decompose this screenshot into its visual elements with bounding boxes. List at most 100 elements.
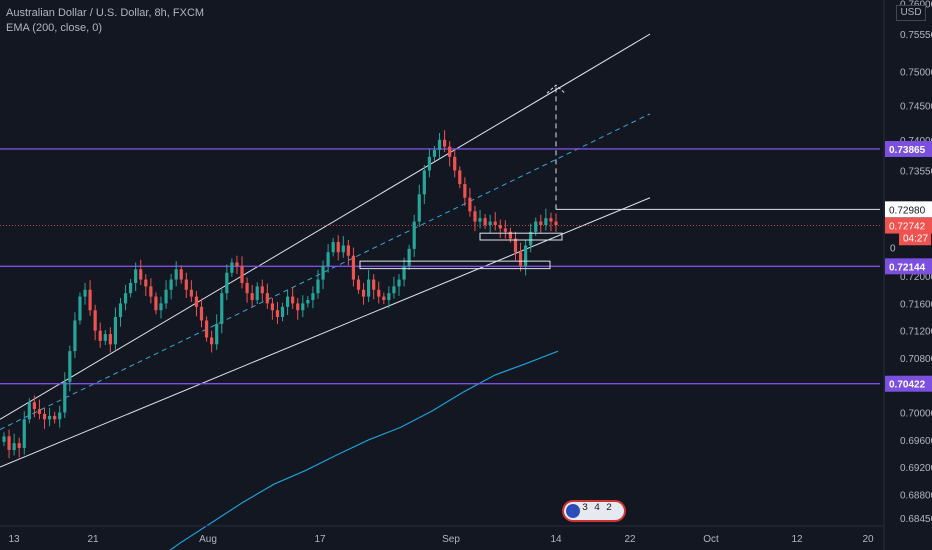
candle: [412, 214, 416, 258]
candle: [47, 407, 52, 427]
candle: [63, 372, 67, 418]
candle-body: [301, 303, 305, 311]
time-tick-label: 12: [791, 534, 803, 545]
candle-body: [417, 194, 421, 222]
candle-body: [361, 289, 366, 297]
candle-body: [468, 197, 472, 212]
candle-body: [113, 317, 118, 345]
candle: [73, 312, 77, 358]
candle-body: [245, 282, 249, 294]
candle-body: [149, 286, 153, 297]
candle: [235, 255, 239, 275]
candle-body: [63, 381, 67, 413]
candle-body: [270, 303, 275, 311]
candle: [422, 165, 426, 204]
price-marker: 04:27: [899, 229, 931, 246]
candle: [174, 261, 178, 287]
candle-body: [513, 238, 518, 253]
candle-body: [42, 413, 47, 420]
price-marker-text: 0.72980: [889, 205, 926, 216]
candle-body: [98, 330, 102, 341]
candle-body: [483, 218, 487, 225]
candle: [144, 274, 148, 296]
candle: [306, 295, 310, 308]
time-axis[interactable]: 13 21 Aug 17 Sep 14 22 Oct 12 20: [0, 525, 884, 545]
level-price-text: 0.72144: [889, 262, 926, 273]
candle-body: [260, 286, 264, 294]
candle-body: [235, 262, 239, 266]
candle-body: [12, 443, 16, 450]
candle-body: [144, 279, 148, 287]
candle-body: [265, 293, 269, 304]
ema-line: [169, 350, 559, 550]
candle: [159, 296, 163, 319]
candle: [37, 399, 42, 420]
candle-body: [387, 293, 391, 300]
candle: [225, 264, 229, 300]
currency-label[interactable]: USD: [896, 5, 926, 21]
candle: [402, 257, 406, 287]
projection-arrowhead: [546, 84, 566, 94]
candle-body: [22, 419, 26, 448]
candle-body: [189, 289, 193, 297]
candle-body: [498, 225, 502, 229]
candle: [220, 287, 224, 334]
price-axis[interactable]: 0.760000.755500.750000.745000.740000.735…: [883, 0, 932, 550]
candle-body: [68, 351, 72, 382]
candle: [311, 286, 315, 309]
candle: [539, 214, 543, 234]
candle-body: [341, 245, 345, 253]
candle: [98, 322, 102, 348]
candle: [427, 148, 431, 178]
candle: [204, 316, 209, 342]
candle-body: [280, 306, 285, 318]
candle-body: [194, 296, 199, 307]
candle-body: [382, 296, 386, 300]
symbol-title[interactable]: Australian Dollar / U.S. Dollar, 8h, FXC…: [6, 7, 205, 19]
level-price-label-bg: [885, 258, 932, 275]
candles-layer: [2, 130, 558, 459]
candle: [463, 177, 467, 206]
candle-body: [508, 231, 513, 239]
candle: [240, 256, 244, 289]
price-tick-label: 0: [890, 244, 896, 255]
price-marker-text: 04:27: [903, 233, 928, 244]
candle: [397, 274, 401, 296]
candle-body: [129, 282, 133, 294]
ema-indicator-label[interactable]: EMA (200, close, 0): [6, 22, 102, 34]
candle-body: [407, 248, 411, 266]
level-price-text: 0.70422: [889, 380, 926, 391]
candle-body: [453, 156, 457, 171]
candle: [296, 297, 300, 320]
candle-body: [316, 279, 320, 294]
candle: [12, 433, 16, 456]
candle-body: [458, 170, 462, 185]
candle-body: [311, 293, 315, 300]
candle: [93, 304, 97, 341]
flag-icon: [566, 504, 580, 518]
candle-body: [2, 436, 6, 442]
support-box: [359, 260, 551, 270]
candle-body: [210, 337, 214, 345]
candle-body: [17, 443, 21, 448]
candle-body: [164, 289, 168, 304]
candle-body: [93, 310, 97, 331]
clock-badge[interactable]: 3 4 2: [562, 500, 626, 522]
candle-body: [346, 245, 350, 256]
channel-mid-line: [0, 113, 651, 430]
candle: [387, 286, 391, 309]
candle-body: [437, 139, 442, 150]
candle: [549, 212, 553, 232]
candle-body: [174, 269, 178, 280]
candle-body: [255, 286, 259, 300]
candle: [88, 280, 92, 316]
candle-body: [169, 279, 173, 290]
time-tick-label: 21: [87, 534, 99, 545]
candle-body: [296, 303, 300, 311]
